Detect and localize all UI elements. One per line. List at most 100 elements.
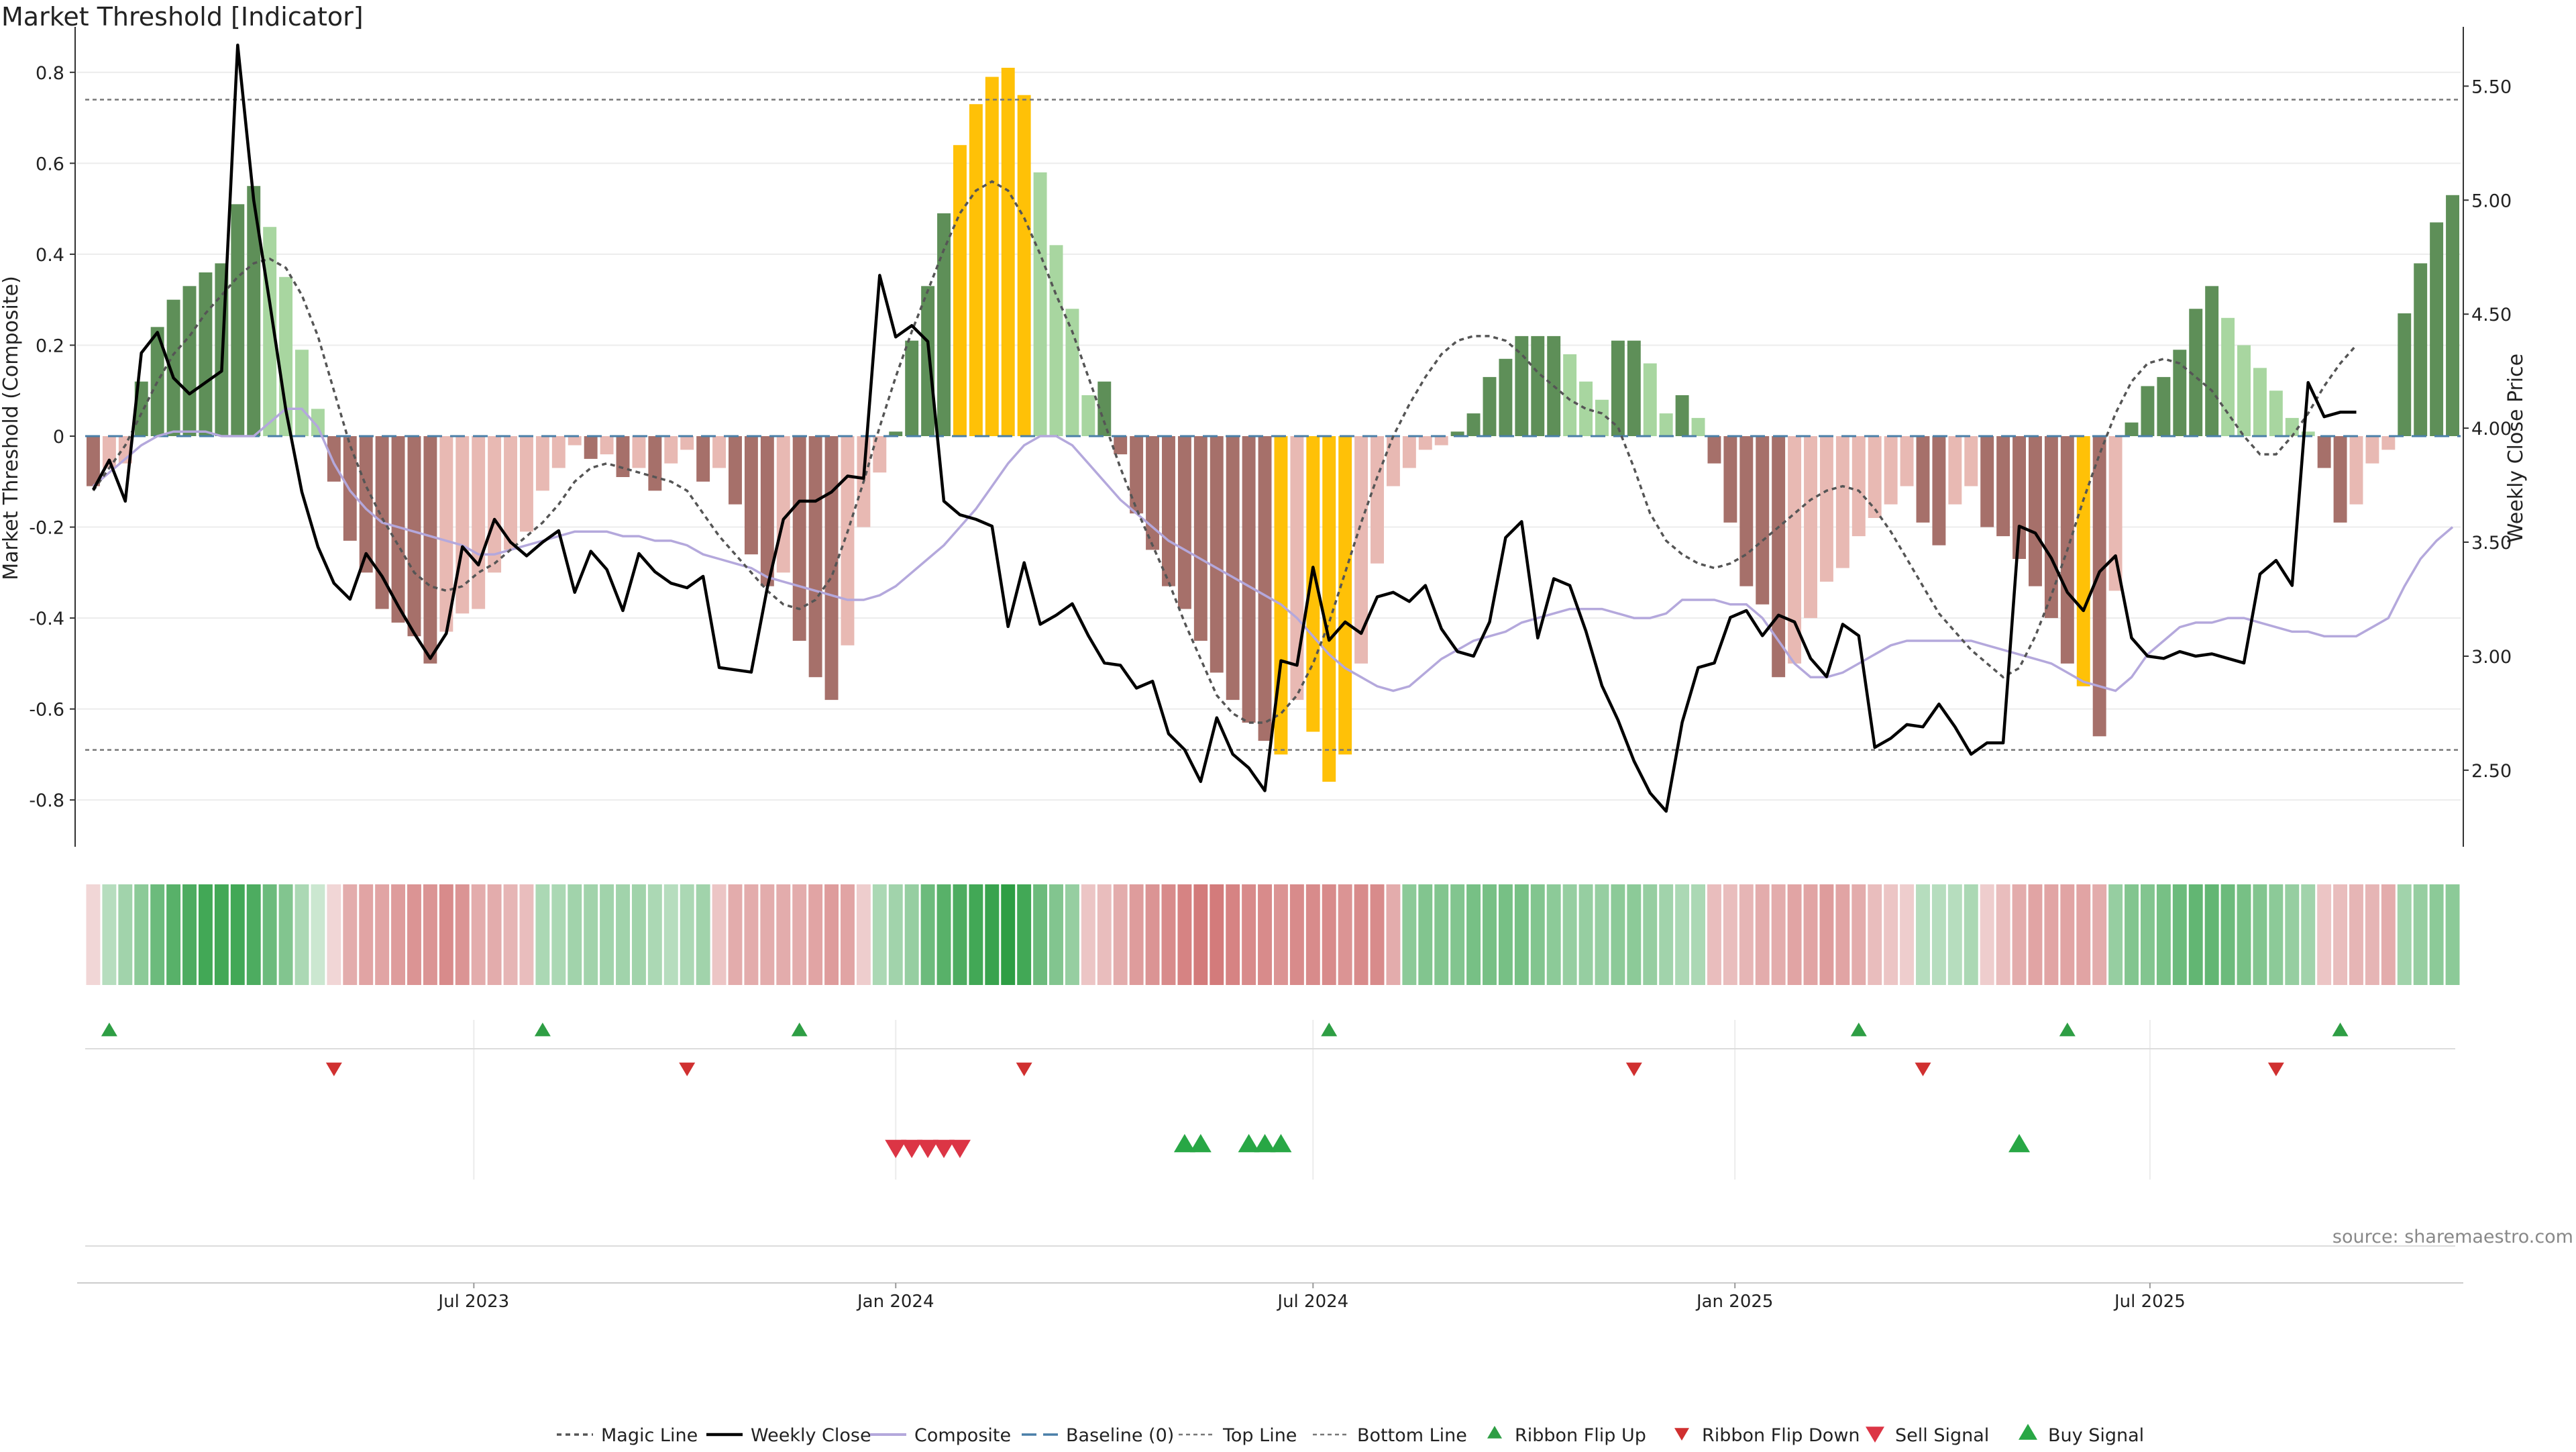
histogram-bar xyxy=(1595,399,1609,436)
histogram-bar xyxy=(584,436,598,459)
ribbon-cell xyxy=(327,884,341,985)
buy-signal-marker xyxy=(2008,1134,2031,1153)
legend-item-magic: Magic Line xyxy=(557,1425,698,1446)
legend-item-sell: Sell Signal xyxy=(1866,1425,1989,1446)
histogram-bar xyxy=(632,436,646,468)
histogram-bar xyxy=(1627,340,1641,436)
histogram-bar xyxy=(889,431,903,436)
histogram-bar xyxy=(2365,436,2379,464)
ribbon-cell xyxy=(936,884,951,985)
ribbon-cell xyxy=(102,884,117,985)
sell-signal-marker xyxy=(933,1139,955,1158)
histogram-bar xyxy=(488,436,502,573)
ribbon-cell xyxy=(471,884,486,985)
y-right-tick-label: 3.00 xyxy=(2471,647,2512,668)
ribbon-cell xyxy=(1819,884,1834,985)
ribbon-cell xyxy=(2429,884,2444,985)
histogram-bar xyxy=(1948,436,1962,505)
histogram-bar xyxy=(2349,436,2363,505)
histogram-bar xyxy=(295,350,309,436)
ribbon-cell xyxy=(663,884,678,985)
legend-label: Composite xyxy=(914,1425,1011,1446)
ribbon-cell xyxy=(1081,884,1095,985)
histogram-bar xyxy=(1017,95,1031,436)
histogram-bar xyxy=(1306,436,1320,732)
legend-item-close: Weekly Close xyxy=(706,1425,871,1446)
y-right-tick-label: 5.00 xyxy=(2471,191,2512,211)
histogram-bar xyxy=(1402,436,1416,468)
ribbon-cell xyxy=(2204,884,2219,985)
histogram-bar xyxy=(504,436,517,550)
ribbon-cell xyxy=(246,884,261,985)
histogram-bar xyxy=(1868,436,1882,518)
histogram-bar xyxy=(2125,422,2139,436)
y-left-tick-label: -0.8 xyxy=(29,790,64,811)
histogram-bar xyxy=(744,436,758,555)
histogram-bar xyxy=(712,436,727,468)
ribbon-cell xyxy=(1483,884,1497,985)
ribbon-cell xyxy=(1514,884,1529,985)
histogram-bar xyxy=(1531,335,1545,436)
ribbon-cell xyxy=(1210,884,1224,985)
y-left-tick-label: 0.4 xyxy=(36,245,64,266)
ribbon-cell xyxy=(728,884,743,985)
histogram-bar xyxy=(1691,417,1705,436)
ribbon-cell xyxy=(1274,884,1288,985)
histogram-bar xyxy=(1322,436,1336,782)
ribbon-cell xyxy=(872,884,887,985)
histogram-bar xyxy=(1996,436,2010,537)
histogram-bar xyxy=(1964,436,1978,486)
histogram-bar xyxy=(1707,436,1721,464)
ribbon-cell xyxy=(1595,884,1609,985)
y-left-tick-label: 0.2 xyxy=(36,335,64,356)
ribbon-flip-up-marker xyxy=(2059,1023,2076,1037)
y-left-tick-label: -0.6 xyxy=(29,700,64,721)
sell-signal-marker xyxy=(901,1139,923,1158)
histogram-bar xyxy=(1466,413,1481,436)
ribbon-cell xyxy=(824,884,839,985)
histogram-bar xyxy=(600,436,614,455)
histogram-bar xyxy=(696,436,710,482)
legend-swatch xyxy=(2019,1424,2037,1440)
histogram-bar xyxy=(2301,431,2315,436)
buy-signal-marker xyxy=(1189,1134,1212,1153)
histogram-bar xyxy=(231,204,245,436)
histogram-bar xyxy=(2173,350,2187,436)
ribbon-cell xyxy=(1434,884,1449,985)
histogram-bar xyxy=(1146,436,1160,550)
histogram-bar xyxy=(2044,436,2058,619)
legend-item-bottom: Bottom Line xyxy=(1313,1425,1467,1446)
histogram-bar xyxy=(1980,436,1994,527)
ribbon-cell xyxy=(1996,884,2010,985)
ribbon-cell xyxy=(776,884,791,985)
legend-label: Baseline (0) xyxy=(1066,1425,1174,1446)
ribbon-cell xyxy=(1017,884,1032,985)
histogram-bar xyxy=(150,327,164,436)
histogram-bar xyxy=(905,340,919,436)
ribbon-cell xyxy=(1627,884,1642,985)
x-tick-label: Jan 2025 xyxy=(1695,1292,1774,1312)
histogram-bar xyxy=(247,186,261,436)
y-left-tick-label: 0.6 xyxy=(36,154,64,174)
ribbon-cell xyxy=(150,884,165,985)
histogram-bar xyxy=(551,436,566,468)
ribbon-cell xyxy=(86,884,101,985)
histogram-bar xyxy=(937,213,951,436)
ribbon-cell xyxy=(584,884,598,985)
ribbon-flip-up-marker xyxy=(534,1023,551,1037)
histogram-bar xyxy=(953,145,967,436)
ribbon-cell xyxy=(375,884,390,985)
ribbon-cell xyxy=(1338,884,1352,985)
histogram-bar xyxy=(472,436,486,609)
histogram-bar xyxy=(1835,436,1849,568)
y-left-tick-label: -0.4 xyxy=(29,609,64,629)
histogram-bar xyxy=(1177,436,1191,609)
ribbon-cell xyxy=(294,884,309,985)
legend-item-flipup: Ribbon Flip Up xyxy=(1487,1425,1646,1446)
ribbon-cell xyxy=(888,884,903,985)
ribbon-cell xyxy=(535,884,550,985)
legend-label: Top Line xyxy=(1222,1425,1297,1446)
histogram-bar xyxy=(311,409,325,436)
histogram-bar xyxy=(519,436,533,532)
